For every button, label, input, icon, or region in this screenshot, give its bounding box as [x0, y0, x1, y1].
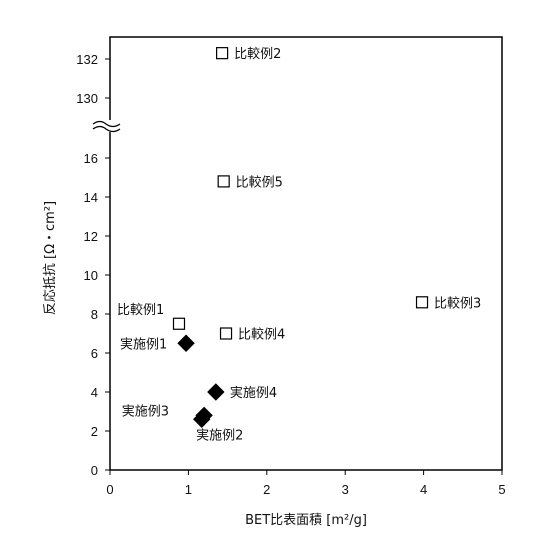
- y-tick-label: 4: [91, 385, 98, 400]
- data-points: 比較例1 比較例2 比較例3 比較例4 比較例5 実施例1 実施例2 実施例3 実施例4: [117, 47, 481, 443]
- filled-diamond-marker: [208, 384, 224, 400]
- x-tick-label: 1: [185, 482, 192, 497]
- y-tick-label: 10: [84, 268, 98, 283]
- y-tick-label: 130: [76, 91, 98, 106]
- y-tick-label: 2: [91, 424, 98, 439]
- y-tick-label: 132: [76, 52, 98, 67]
- y-axis-break: [93, 120, 122, 132]
- x-tick-label: 5: [498, 482, 505, 497]
- open-square-marker: [218, 176, 229, 187]
- x-axis-label: BET比表面積 [m²/g]: [245, 513, 367, 528]
- x-tick-label: 3: [342, 482, 349, 497]
- y-tick-label: 6: [91, 346, 98, 361]
- point-label: 実施例4: [230, 385, 277, 401]
- y-tick-label: 16: [84, 151, 98, 166]
- point-label: 実施例3: [122, 403, 169, 419]
- y-tick-label: 8: [91, 307, 98, 322]
- x-tick-label: 4: [420, 482, 427, 497]
- x-tick-label: 2: [263, 482, 270, 497]
- x-tick-label: 0: [106, 482, 113, 497]
- open-square-marker: [417, 297, 428, 308]
- y-axis-label: 反応抵抗 [Ω・cm²]: [43, 201, 58, 315]
- point-label: 比較例4: [238, 328, 285, 343]
- open-square-marker: [217, 48, 228, 59]
- point-label: 比較例5: [236, 175, 283, 190]
- filled-diamond-marker: [178, 335, 194, 351]
- y-tick-label: 12: [84, 229, 98, 244]
- x-ticks: 0 1 2 3 4 5: [106, 470, 505, 497]
- y-ticks: 0 2 4 6 8 10 12 14 16 130 132: [76, 52, 110, 478]
- y-tick-label: 14: [84, 190, 98, 205]
- point-label: 比較例2: [234, 47, 281, 62]
- point-label: 比較例1: [117, 303, 164, 318]
- point-label: 比較例3: [434, 296, 481, 311]
- open-square-marker: [221, 328, 232, 339]
- point-label: 実施例1: [120, 336, 167, 352]
- open-square-marker: [173, 318, 184, 329]
- point-label: 実施例2: [196, 427, 243, 443]
- y-tick-label: 0: [91, 463, 98, 478]
